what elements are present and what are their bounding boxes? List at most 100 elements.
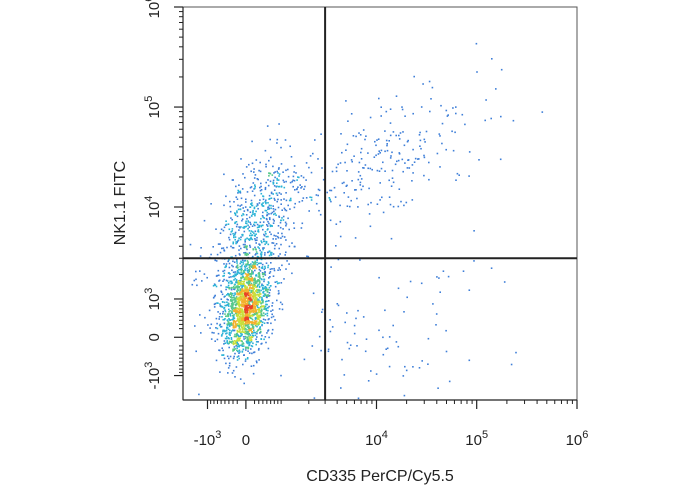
data-dot — [238, 302, 240, 304]
data-dot — [264, 231, 267, 233]
data-dot — [266, 307, 269, 309]
data-dot — [237, 239, 240, 242]
data-dot — [229, 293, 232, 295]
data-dot — [267, 235, 269, 238]
data-dot — [448, 380, 451, 383]
data-dot — [241, 218, 244, 220]
data-dot — [238, 328, 240, 330]
data-dot — [233, 279, 235, 281]
data-dot — [227, 328, 230, 331]
data-dot — [252, 271, 254, 273]
data-dot — [231, 264, 233, 267]
data-dot — [302, 176, 305, 179]
data-dot — [219, 243, 221, 245]
data-dot — [385, 110, 388, 113]
data-dot — [281, 235, 284, 238]
data-dot — [239, 205, 241, 207]
data-dot — [318, 189, 321, 192]
data-dot — [268, 292, 271, 294]
data-dot — [283, 181, 285, 183]
data-dot — [241, 214, 243, 217]
data-dot — [270, 233, 272, 236]
data-dot — [271, 251, 273, 254]
data-dot — [241, 286, 243, 289]
data-dot — [223, 318, 226, 321]
data-dot — [277, 237, 280, 239]
data-dot — [229, 210, 232, 213]
data-dot — [247, 272, 250, 275]
data-dot — [232, 343, 235, 346]
data-dot — [255, 301, 257, 304]
data-dot — [237, 204, 239, 207]
data-dot — [257, 262, 260, 265]
data-dot — [264, 267, 266, 269]
data-dot — [228, 337, 230, 340]
data-dot — [232, 369, 235, 372]
data-dot — [278, 173, 281, 175]
data-dot — [243, 303, 245, 305]
data-dot — [234, 293, 236, 296]
data-dot — [237, 313, 240, 316]
data-dot — [226, 301, 228, 303]
data-dot — [256, 323, 258, 326]
data-dot — [270, 212, 272, 215]
data-dot — [248, 226, 251, 228]
data-dot — [246, 263, 248, 266]
data-dot — [250, 214, 253, 217]
data-dot — [272, 193, 274, 195]
data-dot — [261, 321, 264, 323]
data-dot — [251, 234, 253, 236]
data-dot — [239, 320, 242, 323]
data-dot — [253, 294, 255, 297]
data-dot — [252, 335, 255, 337]
data-dot — [257, 306, 259, 309]
data-dot — [354, 237, 357, 239]
data-dot — [350, 159, 353, 161]
data-dot — [360, 151, 362, 154]
data-dot — [241, 291, 243, 293]
data-dot — [262, 275, 265, 278]
data-dot — [277, 290, 280, 292]
data-dot — [254, 324, 257, 327]
data-dot — [255, 286, 257, 288]
data-dot — [485, 99, 487, 101]
data-dot — [232, 265, 234, 268]
data-dot — [256, 223, 259, 226]
data-dot — [254, 334, 257, 337]
data-dot — [447, 114, 449, 116]
data-dot — [258, 280, 261, 283]
data-dot — [253, 285, 255, 288]
data-dots-layer — [189, 42, 544, 400]
data-dot — [495, 88, 497, 90]
data-dot — [262, 305, 264, 308]
data-dot — [349, 344, 352, 346]
data-dot — [235, 320, 238, 322]
data-dot — [251, 321, 253, 324]
data-dot — [250, 266, 253, 268]
data-dot — [247, 274, 250, 276]
data-dot — [438, 277, 440, 279]
data-dot — [283, 198, 285, 200]
data-dot — [251, 284, 254, 286]
data-dot — [317, 158, 319, 160]
data-dot — [235, 242, 237, 245]
data-dot — [293, 227, 296, 229]
data-dot — [541, 111, 544, 113]
data-dot — [356, 345, 358, 347]
data-dot — [237, 318, 239, 321]
data-dot — [191, 283, 194, 286]
x-tick-label: 106 — [566, 429, 589, 449]
data-dot — [239, 328, 242, 331]
data-dot — [388, 179, 390, 182]
data-dot — [253, 177, 256, 179]
data-dot — [230, 322, 233, 324]
data-dot — [243, 260, 246, 262]
data-dot — [254, 299, 256, 301]
data-dot — [241, 295, 243, 298]
data-dot — [244, 299, 246, 302]
data-dot — [248, 323, 250, 325]
data-dot — [214, 284, 216, 286]
data-dot — [261, 314, 264, 317]
data-dot — [239, 208, 242, 211]
data-dot — [233, 295, 235, 297]
